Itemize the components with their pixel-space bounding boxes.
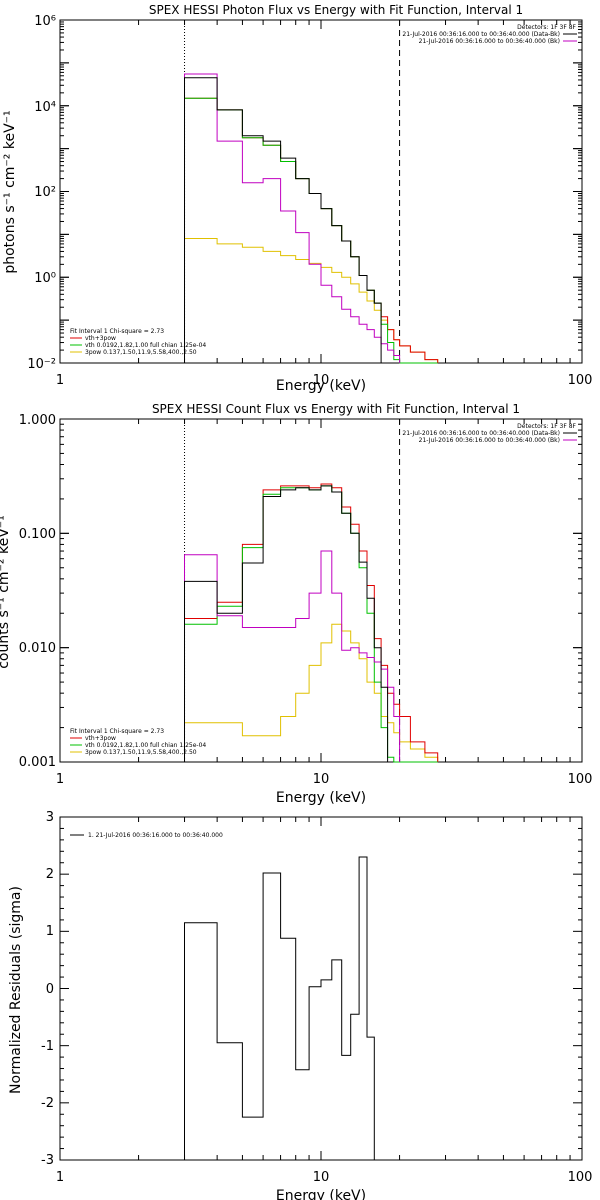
x-tick-label: 100: [568, 772, 593, 787]
series-lines: [184, 20, 439, 364]
y-tick-label: -2: [41, 1096, 54, 1111]
y-tick-label: -3: [41, 1153, 54, 1168]
x-tick-label: 100: [568, 1170, 593, 1185]
y-tick-label: 0: [46, 982, 54, 997]
y-tick-label: 1: [46, 924, 54, 939]
series-lines: [184, 419, 439, 763]
x-tick-label: 1: [56, 772, 64, 787]
fit-legend-header: Fit Interval 1 Chi-square = 2.73: [70, 728, 164, 735]
series-bk: [184, 73, 401, 363]
plot-frame: [59, 19, 583, 364]
y-tick-label: -1: [41, 1039, 54, 1054]
residuals-chart: Energy (keV) Normalized Residuals (sigma…: [8, 810, 592, 1200]
legend-header: Detectors: 1F 3F 8F: [517, 24, 576, 31]
series-data-bk: [184, 77, 382, 363]
x-axis-label: Energy (keV): [276, 378, 366, 394]
x-tick-label: 1: [56, 1170, 64, 1185]
legend-item-label: 1. 21-Jul-2016 00:36:16.000 to 00:36:40.…: [88, 832, 223, 839]
legend-item-label: 21-Jul-2016 00:36:16.000 to 00:36:40.000…: [419, 437, 560, 444]
y-axis-label: photons s⁻¹ cm⁻² keV⁻¹: [2, 110, 18, 273]
legend-item-label: 3pow 0.137,1.50,11.9,5.58,400.,2.50: [85, 349, 197, 356]
y-tick-label: 3: [46, 810, 54, 825]
axis-ticks: [59, 816, 583, 1161]
fit-legend-header: Fit Interval 1 Chi-square = 2.73: [70, 328, 164, 335]
y-tick-label: 10⁶: [34, 14, 56, 29]
x-tick-label: 10: [313, 1170, 330, 1185]
y-tick-label: 0.100: [19, 527, 56, 542]
y-tick-label: 0.010: [19, 641, 56, 656]
series-data-bk: [184, 485, 389, 762]
legend-item-label: 21-Jul-2016 00:36:16.000 to 00:36:40.000…: [402, 31, 560, 38]
photon-flux-chart: SPEX HESSI Photon Flux vs Energy with Fi…: [2, 3, 592, 394]
series-lines: [184, 856, 375, 1160]
legend-header: Detectors: 1F 3F 8F: [517, 423, 576, 430]
legend-item-label: vth+3pow: [85, 335, 116, 342]
y-tick-label: 10⁰: [34, 271, 56, 286]
y-tick-label: 10⁻²: [27, 357, 56, 372]
legend-item-label: 21-Jul-2016 00:36:16.000 to 00:36:40.000…: [419, 38, 560, 45]
x-axis-label: Energy (keV): [276, 790, 366, 806]
series-bk: [184, 550, 401, 762]
legend-item-label: vth+3pow: [85, 735, 116, 742]
count-flux-chart: SPEX HESSI Count Flux vs Energy with Fit…: [0, 402, 592, 806]
x-tick-label: 100: [568, 373, 593, 388]
y-axis-label: Normalized Residuals (sigma): [8, 886, 24, 1094]
plot-frame: [59, 816, 583, 1161]
y-tick-label: 2: [46, 867, 54, 882]
x-tick-label: 10: [313, 373, 330, 388]
y-tick-label: 10⁴: [34, 100, 56, 115]
y-axis-label: counts s⁻¹ cm⁻² keV⁻¹: [0, 515, 12, 669]
series-residuals: [184, 856, 375, 1160]
y-tick-label: 0.001: [19, 755, 56, 770]
y-tick-label: 1.000: [19, 413, 56, 428]
x-tick-label: 1: [56, 373, 64, 388]
y-tick-label: 10²: [34, 185, 56, 200]
axis-ticks: [59, 19, 583, 364]
legend-item-label: 3pow 0.137,1.50,11.9,5.58,400.,2.50: [85, 749, 197, 756]
x-axis-label: Energy (keV): [276, 1188, 366, 1200]
legend-item-label: vth 0.0192,1.82,1.00 full chian 1.25e-04: [85, 342, 206, 349]
chart-title: SPEX HESSI Photon Flux vs Energy with Fi…: [149, 3, 523, 17]
axis-ticks: [59, 418, 583, 763]
legend-item-label: vth 0.0192,1.82,1.00 full chian 1.25e-04: [85, 742, 206, 749]
chart-title: SPEX HESSI Count Flux vs Energy with Fit…: [152, 402, 520, 416]
legend-item-label: 21-Jul-2016 00:36:16.000 to 00:36:40.000…: [402, 430, 560, 437]
x-tick-label: 10: [313, 772, 330, 787]
